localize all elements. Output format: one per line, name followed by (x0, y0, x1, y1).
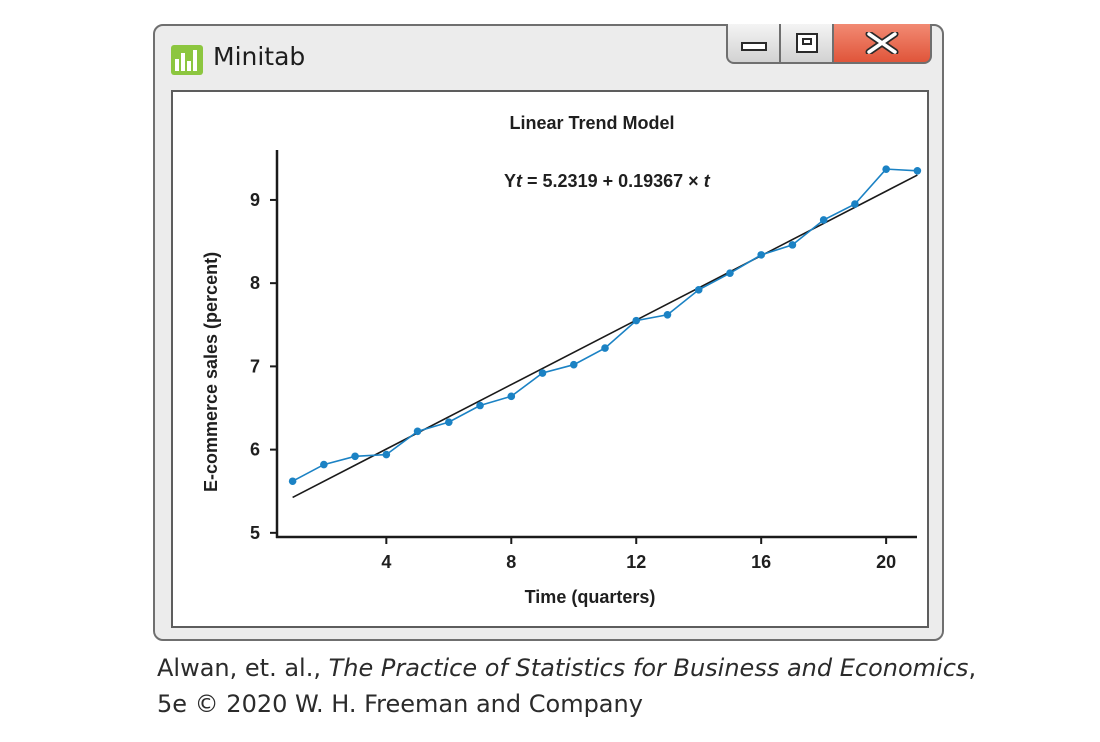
x-tick-label: 20 (876, 552, 896, 572)
restore-button[interactable] (779, 24, 834, 64)
close-icon (865, 32, 899, 54)
data-point (757, 251, 765, 259)
window-controls (726, 24, 932, 66)
data-point (288, 477, 297, 486)
y-tick-label: 8 (250, 273, 260, 293)
caption-line-2: 5e © 2020 W. H. Freeman and Company (157, 690, 643, 718)
minimize-icon (740, 42, 767, 51)
minimize-button[interactable] (726, 24, 781, 64)
data-point (851, 200, 859, 208)
data-point (382, 450, 391, 459)
x-axis-label: Time (quarters) (525, 587, 656, 607)
y-tick-label: 9 (250, 190, 260, 210)
data-point (538, 369, 547, 377)
y-tick-label: 6 (250, 440, 260, 460)
series-line (292, 168, 918, 482)
data-point (663, 310, 672, 319)
plot-area: 5 6 7 8 9 4 8 12 16 20 (250, 150, 922, 572)
data-point (632, 316, 641, 325)
chart-title: Linear Trend Model (509, 113, 674, 133)
close-button[interactable] (832, 24, 932, 64)
data-point (882, 165, 890, 173)
data-point (788, 241, 797, 249)
data-point (413, 427, 422, 436)
x-tick-label: 8 (506, 552, 516, 572)
data-point (819, 216, 828, 224)
x-tick-label: 12 (626, 552, 646, 572)
source-caption: Alwan, et. al., The Practice of Statisti… (157, 650, 976, 722)
data-point (507, 392, 516, 401)
x-tick-label: 4 (381, 552, 391, 572)
x-tick-label: 16 (751, 552, 771, 572)
y-axis-label: E-commerce sales (percent) (201, 252, 221, 492)
data-point (320, 460, 328, 469)
trend-equation: Yt = 5.2319 + 0.19367 × t (504, 171, 711, 191)
y-tick-label: 7 (250, 356, 260, 376)
data-point (476, 401, 484, 410)
data-point (601, 344, 609, 352)
data-point (351, 452, 359, 461)
chart-panel: Linear Trend Model Yt = 5.2319 + 0.19367… (171, 90, 929, 628)
data-point (913, 167, 922, 175)
data-point (569, 360, 578, 369)
minitab-logo-icon (171, 45, 203, 75)
restore-icon (795, 33, 818, 53)
minitab-window: Minitab Linear Trend Model Yt = 5.2319 +… (153, 24, 944, 641)
data-point (726, 269, 734, 277)
y-tick-label: 5 (250, 523, 260, 543)
window-title: Minitab (213, 42, 306, 71)
data-point (445, 418, 453, 426)
data-point (694, 286, 703, 294)
caption-line-1: Alwan, et. al., The Practice of Statisti… (157, 654, 977, 682)
trend-chart: Linear Trend Model Yt = 5.2319 + 0.19367… (201, 113, 922, 607)
